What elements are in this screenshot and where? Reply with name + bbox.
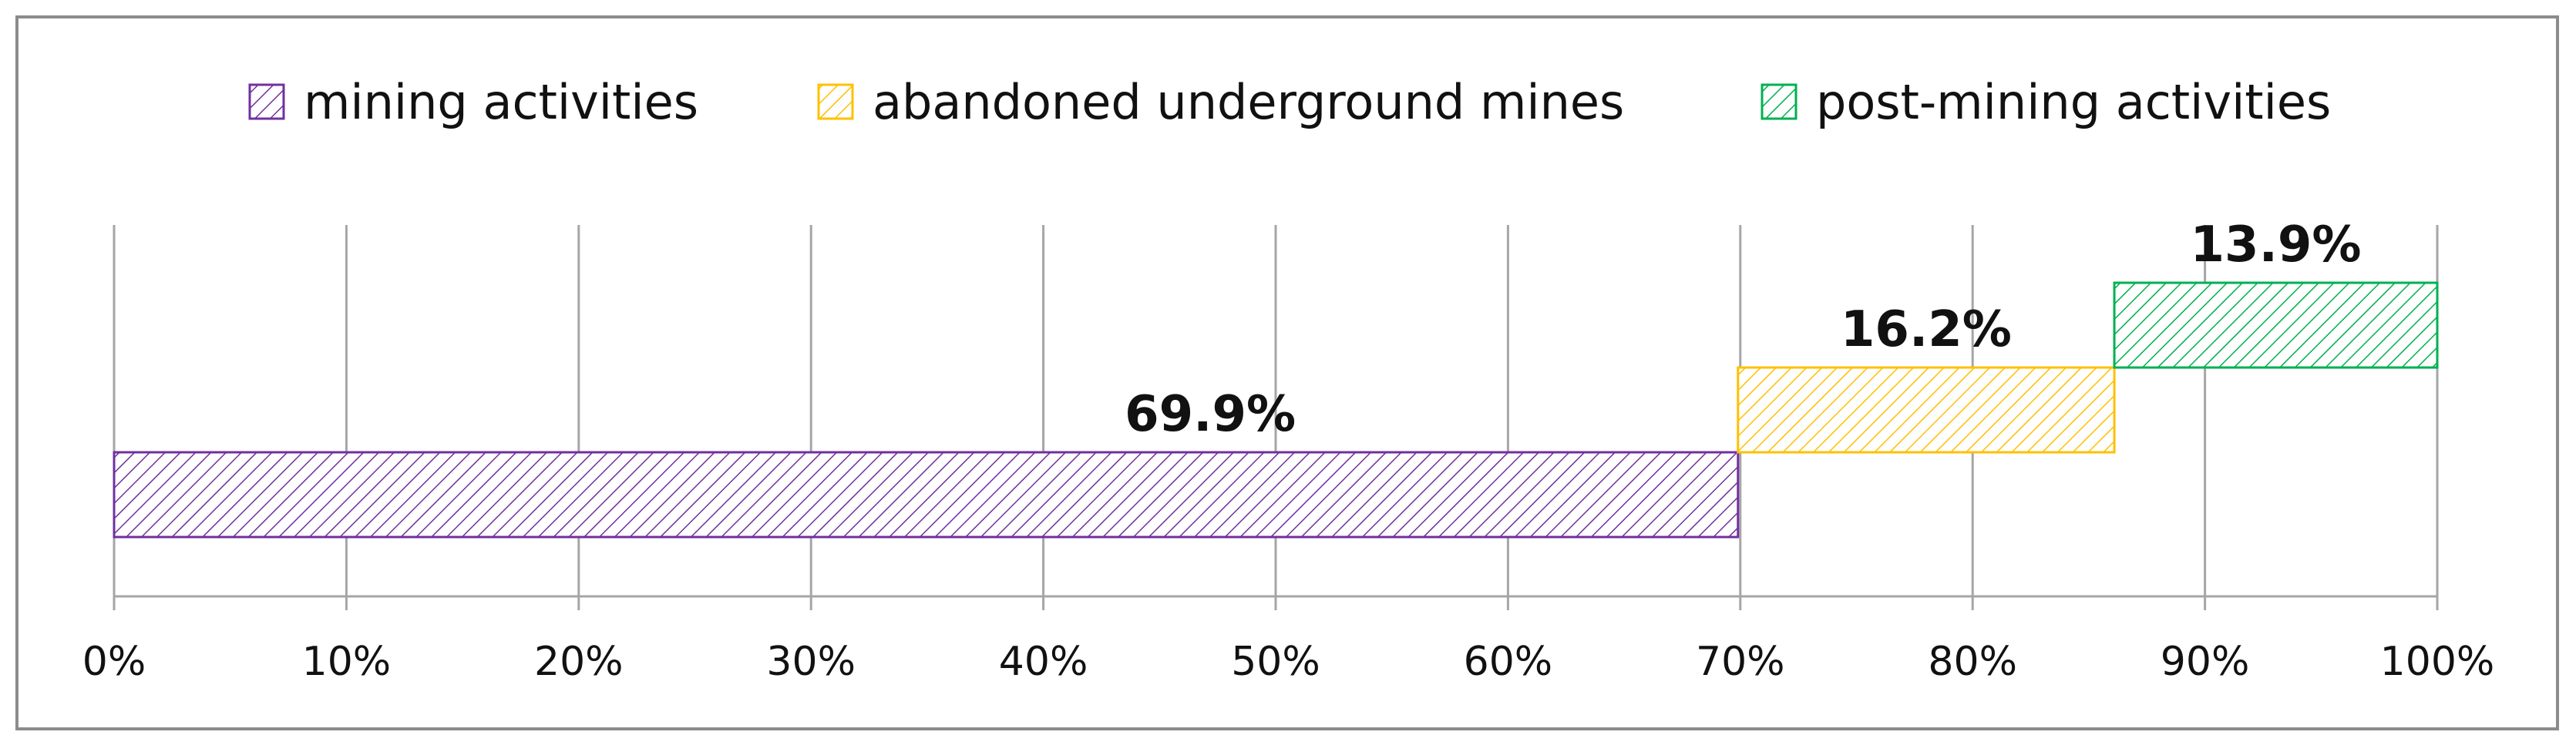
x-tick-label: 60% [1464, 639, 1553, 685]
data-label: 69.9% [1125, 386, 1296, 443]
bar-mining-activities [113, 451, 1740, 539]
data-label: 13.9% [2191, 217, 2362, 274]
x-tick-label: 80% [1928, 639, 2017, 685]
legend-swatch [248, 83, 285, 120]
chart-frame: 0% 10% 20% 30% 40% 50% 60% 70% 80% 90% 100% 69.9% 1… [15, 15, 2559, 730]
legend-swatch [1760, 83, 1797, 120]
bar-abandoned-underground-mines [1737, 366, 2116, 454]
legend-label: post-mining activities [1816, 74, 2331, 130]
x-tick-label: 70% [1696, 639, 1785, 685]
chart-svg: 0% 10% 20% 30% 40% 50% 60% 70% 80% 90% 100% 69.9% 1… [82, 74, 2495, 685]
legend-swatch [817, 83, 854, 120]
bars [113, 281, 2439, 539]
data-label: 16.2% [1841, 301, 2012, 358]
x-tick-label: 0% [82, 639, 146, 685]
x-tick-label: 90% [2161, 639, 2250, 685]
data-labels: 69.9% 16.2% 13.9% [1125, 217, 2361, 443]
legend-label: abandoned underground mines [873, 74, 1624, 130]
x-axis: 0% 10% 20% 30% 40% 50% 60% 70% 80% 90% 100% [82, 595, 2495, 685]
x-tick-label: 100% [2380, 639, 2495, 685]
legend-label: mining activities [304, 74, 698, 130]
x-tick-label: 20% [534, 639, 624, 685]
x-tick-label: 10% [302, 639, 392, 685]
x-tick-label: 50% [1231, 639, 1320, 685]
legend: mining activities abandoned underground m… [248, 74, 2331, 130]
x-tick-label: 40% [999, 639, 1088, 685]
bar-post-mining-activities [2113, 281, 2439, 369]
x-tick-label: 30% [766, 639, 856, 685]
